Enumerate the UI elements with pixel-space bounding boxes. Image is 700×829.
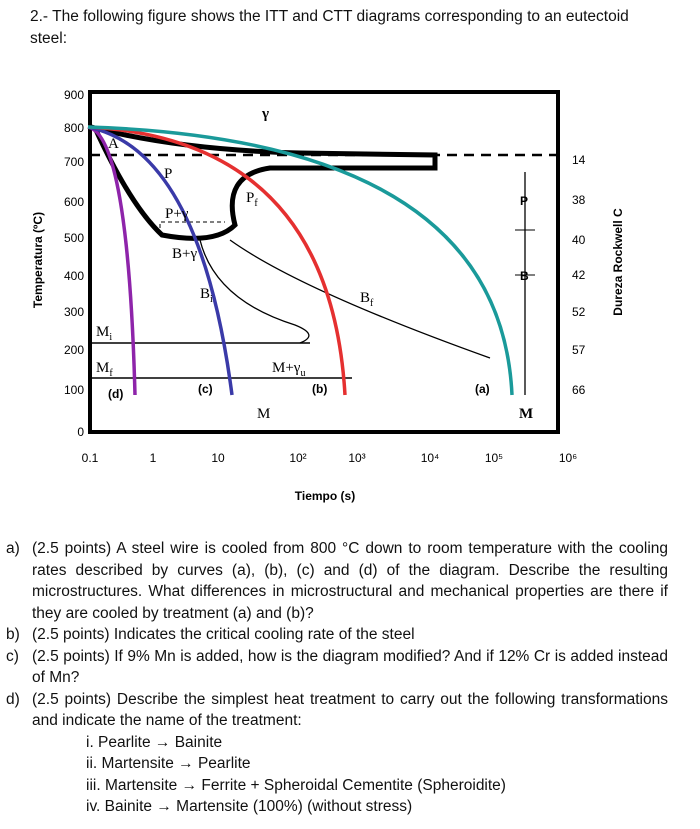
y-tick-label: 900: [64, 88, 84, 102]
label: Bf: [360, 290, 374, 309]
y-tick-label: 700: [64, 155, 84, 169]
label: Mi: [96, 324, 112, 343]
y-tick-label: 200: [64, 343, 84, 357]
x-tick-label: 10⁴: [421, 451, 440, 465]
sub-item: i. Pearlite → Bainite: [86, 733, 223, 751]
label: P+γ: [165, 206, 189, 222]
sub-item: ii. Martensite → Pearlite: [86, 755, 251, 772]
hardness-label: 66: [572, 383, 586, 397]
x-tick-label: 1: [150, 451, 157, 465]
question-label: a): [6, 540, 20, 557]
label: P: [520, 194, 528, 208]
question: c) (2.5 points) If 9% Mn is added, how is…: [6, 646, 668, 689]
question-text: (2.5 points) Describe the simplest heat …: [32, 690, 668, 730]
label: γ: [261, 106, 269, 122]
question: d) (2.5 points) Describe the simplest hea…: [6, 689, 668, 732]
y-axis-label: Temperatura (ºC): [31, 212, 45, 308]
curve-d: [87, 125, 137, 396]
question-label: c): [6, 647, 19, 665]
label: (b): [312, 382, 327, 396]
label: B+γ: [172, 246, 197, 262]
hardness-label: 52: [572, 305, 586, 319]
y-tick-label: 400: [64, 269, 84, 283]
sub-item: iv. Bainite → Martensite (100%) (without…: [86, 798, 413, 815]
c-curve: [90, 124, 438, 241]
plot-frame: [88, 90, 560, 434]
question: b) (2.5 points) Indicates the critical co…: [6, 624, 668, 646]
question-label: b): [6, 626, 20, 643]
questions: a) (2.5 points) A steel wire is cooled fr…: [6, 538, 668, 818]
right-axis-label: Dureza Rockwell C: [611, 208, 625, 316]
question-text: (2.5 points) A steel wire is cooled from…: [32, 540, 668, 622]
question: a) (2.5 points) A steel wire is cooled fr…: [6, 538, 668, 624]
figure: Temperatura (ºC) Tiempo (s) Dureza Rockw…: [31, 88, 625, 503]
dashed-curve: [159, 221, 225, 228]
x-axis-label: Tiempo (s): [295, 489, 355, 503]
y-tick-label: 300: [64, 305, 84, 319]
label: A: [108, 136, 119, 152]
y-tick-label: 100: [64, 383, 84, 397]
hardness-label: 40: [572, 233, 586, 247]
question-text: (2.5 points) If 9% Mn is added, how is t…: [32, 647, 668, 687]
x-tick-label: 10³: [348, 451, 365, 465]
label: (d): [108, 387, 123, 401]
y-tick-label: 500: [64, 231, 84, 245]
sub-items: i. Pearlite → Bainite ii. Martensite → Pe…: [86, 732, 668, 818]
label: P: [164, 166, 172, 182]
question-label: d): [6, 690, 20, 708]
y-tick-label: 800: [64, 121, 84, 135]
question-text: (2.5 points) Indicates the critical cool…: [32, 626, 415, 643]
x-tick-label: 0.1: [82, 451, 99, 465]
label: Mf: [96, 360, 113, 379]
x-tick-label: 10: [211, 451, 225, 465]
hardness-label: 42: [572, 268, 586, 282]
header: 2.- The following figure shows the ITT a…: [30, 8, 629, 47]
bi-curve: [199, 239, 310, 344]
x-tick-label: 10⁶: [559, 451, 577, 465]
curve-b: [87, 125, 347, 396]
label: Pf: [246, 190, 258, 209]
hardness-label: 57: [572, 343, 586, 357]
curve-a: [87, 125, 514, 396]
label: M+γu: [272, 360, 305, 379]
label: (a): [475, 382, 490, 396]
hardness-label: 38: [572, 193, 586, 207]
bf-curve: [229, 239, 491, 359]
label: (c): [198, 382, 213, 396]
label: Bi: [200, 286, 213, 305]
y-tick-label: 0: [77, 425, 84, 439]
label: M: [257, 406, 270, 422]
y-tick-label: 600: [64, 195, 84, 209]
x-tick-label: 10⁵: [485, 451, 503, 465]
sub-item: iii. Martensite → Ferrite + Spheroidal C…: [86, 776, 506, 794]
hardness-label: 14: [572, 153, 586, 167]
label: B: [520, 269, 529, 283]
label: M: [519, 406, 533, 422]
x-tick-label: 10²: [289, 451, 306, 465]
curve-c: [87, 125, 234, 396]
